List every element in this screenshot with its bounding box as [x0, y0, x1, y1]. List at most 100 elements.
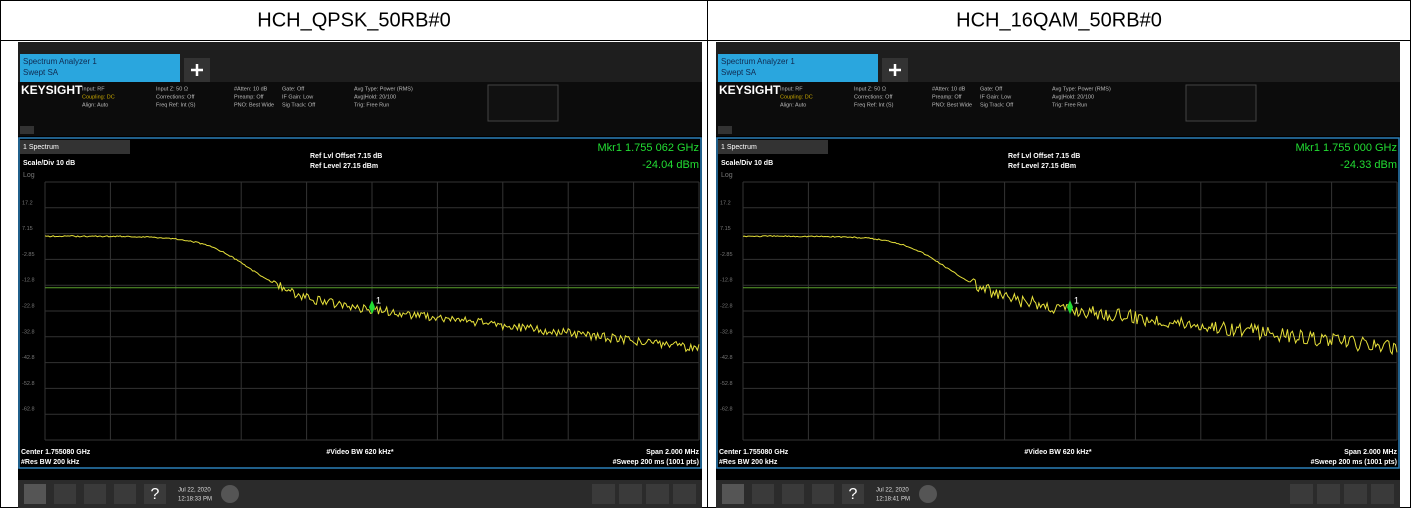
setting: Corrections: Off: [156, 94, 195, 100]
setting: Gate: Off: [282, 86, 305, 92]
file-button[interactable]: [114, 484, 136, 504]
marker-frequency: Mkr1 1.755 000 GHz: [1296, 142, 1398, 154]
chat-button[interactable]: [919, 485, 937, 503]
setting: Input Z: 50 Ω: [156, 86, 188, 92]
y-label: -22.8: [22, 303, 35, 309]
video-bw: #Video BW 620 kHz*: [1024, 449, 1091, 456]
lxi-badge: [718, 126, 732, 134]
y-label: 17.2: [22, 200, 33, 206]
y-label: 7.15: [720, 226, 731, 232]
tab-subtitle: Swept SA: [23, 68, 59, 77]
span: Span 2.000 MHz: [1344, 449, 1397, 456]
help-button[interactable]: [144, 484, 166, 504]
setting: Input: RF: [82, 86, 105, 92]
blank-button[interactable]: [1344, 484, 1367, 504]
help-glyph: ?: [849, 486, 858, 503]
time: 12:18:41 PM: [876, 497, 910, 503]
date: Jul 22, 2020: [876, 488, 909, 494]
time: 12:18:33 PM: [178, 497, 212, 503]
ref-level: Ref Level 27.15 dBm: [1008, 163, 1076, 170]
setting: Preamp: Off: [932, 94, 962, 100]
setting: Sig Track: Off: [282, 102, 316, 108]
y-label: -62.8: [720, 407, 733, 413]
center-freq: Center 1.755080 GHz: [719, 449, 789, 456]
setting: Avg Type: Power (RMS): [1052, 86, 1111, 92]
y-label: -52.8: [720, 381, 733, 387]
setting: Avg|Hold: 20/100: [1052, 94, 1094, 100]
trace-status: [1185, 84, 1257, 122]
scale-div: Scale/Div 10 dB: [23, 160, 75, 167]
setting: Input: RF: [780, 86, 803, 92]
y-label: -22.8: [720, 303, 733, 309]
y-label: -32.8: [720, 329, 733, 335]
setting: Freq Ref: Int (S): [156, 102, 196, 108]
window-title: 1 Spectrum: [721, 144, 757, 151]
ref-offset: Ref Lvl Offset 7.15 dB: [310, 153, 382, 160]
info-bar: [18, 82, 702, 136]
redo-button[interactable]: [84, 484, 106, 504]
setting: Gate: Off: [980, 86, 1003, 92]
windows-button[interactable]: [722, 484, 744, 504]
fullscreen-button[interactable]: [1371, 484, 1394, 504]
brand: KEYSIGHT: [21, 83, 83, 97]
setting: Trig: Free Run: [1052, 102, 1087, 108]
setting: Sig Track: Off: [980, 102, 1014, 108]
log-label: Log: [23, 172, 35, 179]
help-button[interactable]: [842, 484, 864, 504]
setting: Trig: Free Run: [354, 102, 389, 108]
blank-button[interactable]: [646, 484, 669, 504]
setting: Align: Auto: [780, 102, 806, 108]
setting: Corrections: Off: [854, 94, 893, 100]
lxi-badge: [20, 126, 34, 134]
tab: [718, 54, 878, 82]
graph-window: [18, 137, 702, 469]
setting: Avg|Hold: 20/100: [354, 94, 396, 100]
header-cell: HCH_QPSK_50RB#0: [257, 9, 450, 31]
setting: PNO: Best Wide: [932, 102, 972, 108]
y-label: -62.8: [22, 407, 35, 413]
keypad-button[interactable]: [592, 484, 615, 504]
marker-label: 1: [376, 296, 381, 306]
plus-icon: [191, 64, 203, 76]
tab-subtitle: Swept SA: [721, 68, 757, 77]
fullscreen-button[interactable]: [673, 484, 696, 504]
scale-div: Scale/Div 10 dB: [721, 160, 773, 167]
redo-button[interactable]: [782, 484, 804, 504]
y-label: -52.8: [22, 381, 35, 387]
ref-level: Ref Level 27.15 dBm: [310, 163, 378, 170]
marker-label: 1: [1074, 296, 1079, 306]
file-button[interactable]: [812, 484, 834, 504]
setting: Coupling: DC: [780, 94, 813, 100]
setting: #Atten: 10 dB: [932, 86, 966, 92]
y-label: -32.8: [22, 329, 35, 335]
touch-button[interactable]: [1317, 484, 1340, 504]
setting: IF Gain: Low: [980, 94, 1011, 100]
video-bw: #Video BW 620 kHz*: [326, 449, 393, 456]
setting: Freq Ref: Int (S): [854, 102, 894, 108]
ref-offset: Ref Lvl Offset 7.15 dB: [1008, 153, 1080, 160]
graph-window: [716, 137, 1400, 469]
marker-diamond: [369, 300, 375, 315]
marker-amplitude: -24.33 dBm: [1340, 159, 1397, 171]
undo-button[interactable]: [752, 484, 774, 504]
chat-button[interactable]: [221, 485, 239, 503]
res-bw: #Res BW 200 kHz: [21, 459, 80, 466]
setting: Align: Auto: [82, 102, 108, 108]
header-cell: HCH_16QAM_50RB#0: [956, 9, 1162, 31]
setting: Input Z: 50 Ω: [854, 86, 886, 92]
setting: IF Gain: Low: [282, 94, 313, 100]
sweep: #Sweep 200 ms (1001 pts): [613, 459, 699, 466]
tab: [20, 54, 180, 82]
y-label: -2.85: [720, 252, 733, 258]
res-bw: #Res BW 200 kHz: [719, 459, 778, 466]
marker-amplitude: -24.04 dBm: [642, 159, 699, 171]
touch-button[interactable]: [619, 484, 642, 504]
undo-button[interactable]: [54, 484, 76, 504]
window-tab: [718, 140, 828, 154]
y-label: 7.15: [22, 226, 33, 232]
setting: PNO: Best Wide: [234, 102, 274, 108]
setting: Coupling: DC: [82, 94, 115, 100]
keypad-button[interactable]: [1290, 484, 1313, 504]
windows-button[interactable]: [24, 484, 46, 504]
